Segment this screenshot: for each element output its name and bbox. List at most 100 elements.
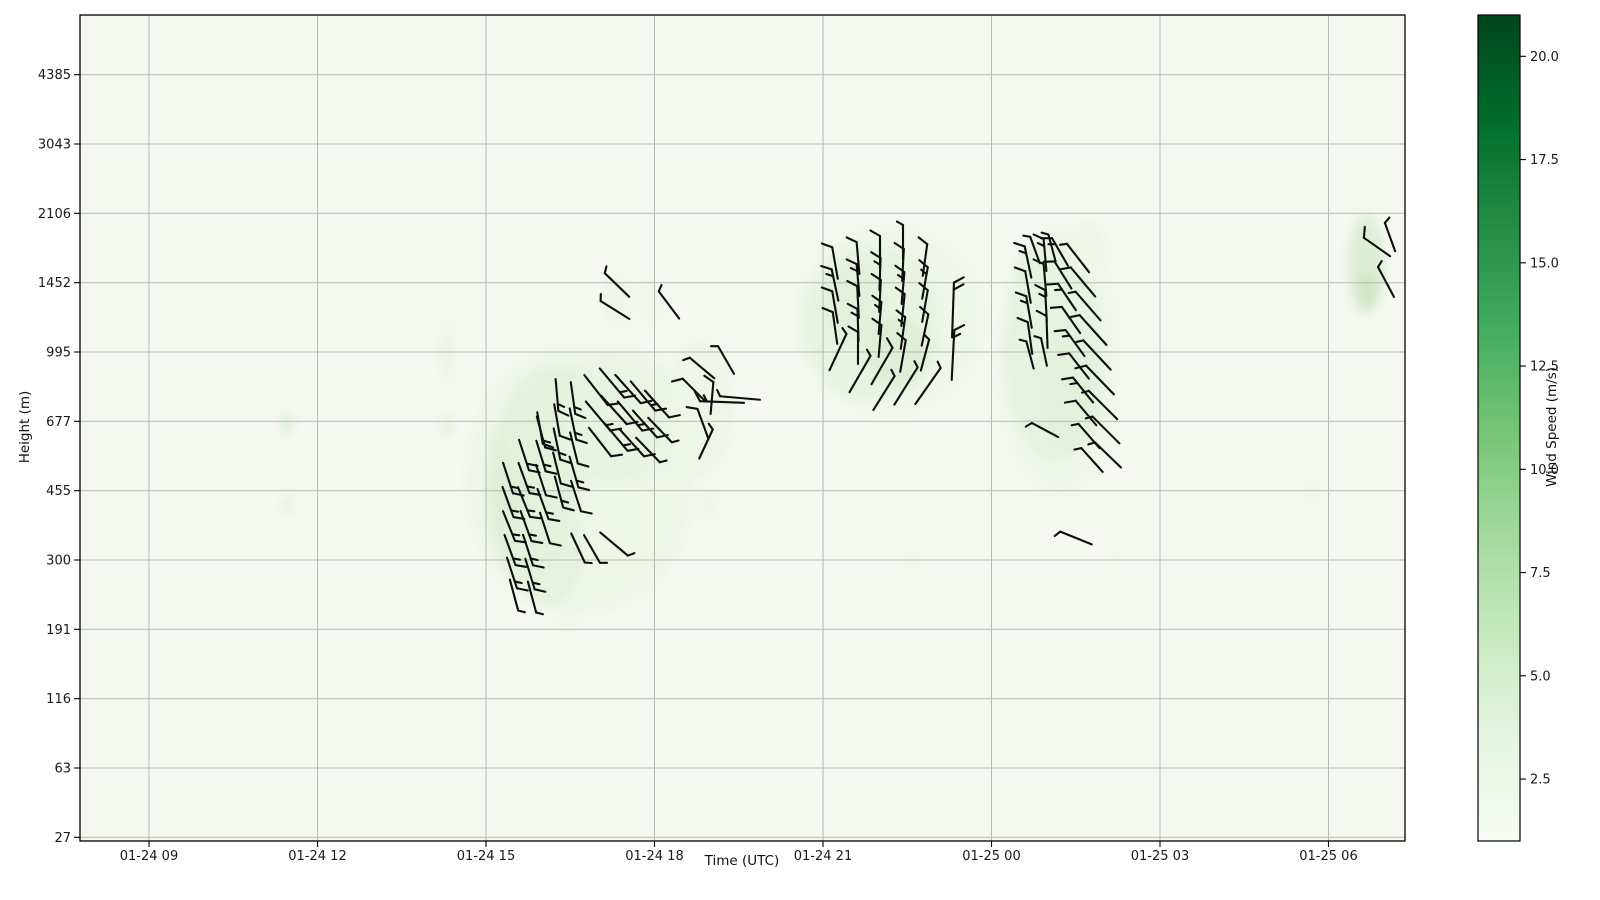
barb-tick — [513, 580, 523, 585]
barb-staff — [1074, 290, 1102, 322]
mesh-patch — [282, 496, 292, 514]
wind-barb — [894, 286, 906, 327]
barb-tick — [535, 611, 544, 616]
barb-tick — [548, 542, 562, 547]
wind-barb — [914, 360, 942, 406]
wind-barb — [508, 578, 526, 614]
wind-barb — [535, 463, 558, 499]
barb-tick — [1053, 530, 1062, 537]
barb-staff — [1078, 314, 1108, 346]
wind-barb — [1084, 415, 1121, 445]
wind-barb — [847, 325, 860, 366]
wind-barb — [950, 323, 966, 382]
barb-tick — [576, 462, 590, 468]
colorbar-label: Wind Speed (m/s) — [1544, 366, 1560, 488]
barb-tick — [1019, 299, 1029, 305]
y-tick-label: 2106 — [38, 207, 71, 222]
barb-tick — [953, 323, 966, 332]
barb-tick — [622, 443, 632, 447]
y-axis-label: Height (m) — [17, 390, 33, 464]
wind-barb — [1087, 441, 1122, 469]
wind-barb — [535, 439, 558, 475]
barb-tick — [1013, 266, 1027, 273]
barb-staff — [1023, 245, 1033, 279]
barb-tick — [1376, 260, 1383, 269]
wind-barb — [820, 264, 840, 302]
plot-frame — [79, 14, 1406, 842]
barb-tick — [702, 394, 709, 403]
wind-barb — [1042, 260, 1073, 290]
colorbar-tick-label: 20.0 — [1530, 50, 1559, 65]
barb-staff — [568, 407, 578, 441]
barb-staff — [526, 580, 538, 614]
wind-barb — [893, 241, 905, 283]
barb-tick — [545, 511, 555, 515]
barb-staff — [524, 557, 536, 591]
barb-tick — [821, 306, 834, 314]
wind-barb — [1053, 530, 1093, 546]
barb-staff — [1068, 352, 1090, 380]
barb-staff — [831, 290, 839, 324]
x-tick-label: 01-24 12 — [288, 849, 346, 864]
wind-barb — [568, 455, 591, 492]
barb-tick — [913, 360, 919, 369]
barb-tick — [917, 236, 929, 246]
x-axis-label: Time (UTC) — [704, 853, 780, 869]
barb-staff — [552, 451, 562, 485]
barb-staff — [688, 356, 716, 380]
barb-tick — [1069, 381, 1079, 386]
barb-tick — [559, 458, 572, 465]
barb-tick — [1040, 231, 1050, 236]
wind-barb — [716, 388, 761, 401]
wind-barb — [1362, 225, 1392, 258]
barb-tick — [1035, 309, 1048, 318]
barb-staff — [614, 373, 642, 405]
wind-barb — [871, 294, 883, 335]
barb-tick — [556, 402, 566, 408]
barb-tick — [575, 438, 588, 445]
barb-tick — [658, 459, 668, 464]
wind-barb — [506, 556, 529, 592]
wind-barb — [895, 309, 907, 350]
wind-barb — [503, 533, 528, 568]
wind-barb — [535, 415, 557, 452]
wind-barb — [848, 348, 872, 394]
mesh-patch — [666, 338, 734, 478]
wind-barb — [603, 265, 631, 298]
barb-tick — [846, 279, 859, 288]
barb-staff — [870, 346, 894, 386]
x-tick-label: 01-25 00 — [962, 849, 1020, 864]
barb-tick — [1057, 352, 1071, 356]
wind-barb — [1049, 305, 1082, 335]
plot-area — [80, 15, 1405, 841]
mesh-patch — [441, 323, 453, 383]
barb-tick — [1075, 339, 1085, 343]
barb-staff — [1059, 530, 1093, 546]
barb-tick — [1058, 242, 1068, 246]
barb-tick — [897, 273, 905, 281]
barb-tick — [1022, 234, 1032, 238]
wind-barb — [1063, 399, 1098, 427]
barb-tick — [894, 286, 906, 296]
barb-staff — [1060, 305, 1082, 335]
wind-barb — [1013, 266, 1032, 304]
barb-tick — [920, 268, 928, 276]
wind-barb — [1074, 364, 1115, 396]
barb-tick — [530, 539, 544, 544]
colorbar — [1478, 15, 1520, 841]
wind-barb — [1046, 282, 1077, 312]
barb-tick — [517, 609, 526, 614]
barb-tick — [626, 552, 636, 557]
barb-staff — [535, 439, 547, 473]
wind-barb — [635, 436, 668, 464]
mesh-patch — [563, 373, 667, 483]
barb-tick — [1038, 292, 1047, 299]
barb-staff — [1030, 421, 1060, 439]
barb-tick — [574, 412, 587, 420]
y-tick-label: 116 — [46, 692, 71, 707]
wind-barb — [552, 451, 573, 488]
barb-staff — [1042, 238, 1048, 272]
barb-tick — [513, 539, 527, 544]
barb-staff — [553, 475, 565, 509]
